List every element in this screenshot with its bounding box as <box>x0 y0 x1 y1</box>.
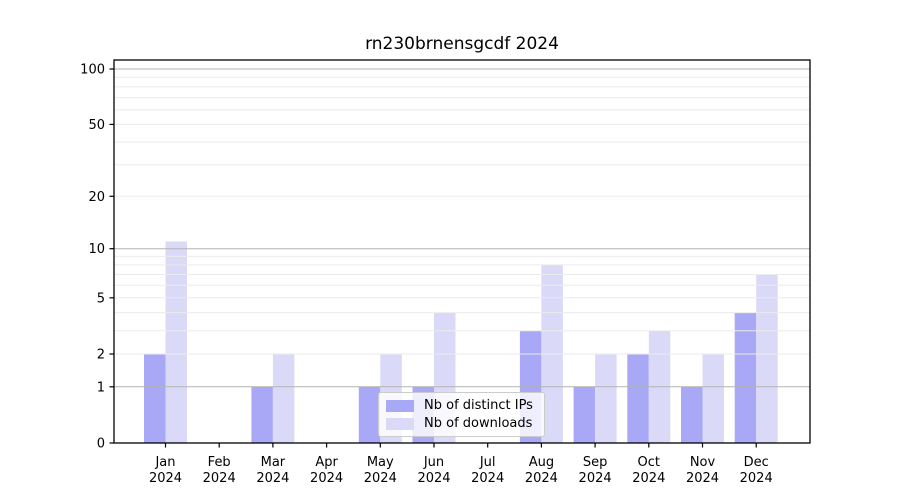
bar-distinct-ips-sep <box>573 386 596 443</box>
bar-distinct-ips-dec <box>734 312 757 443</box>
x-tick-label-month: Oct <box>638 455 660 470</box>
x-tick-label-month: Jul <box>479 455 496 470</box>
bar-downloads-sep <box>595 354 617 443</box>
legend-label-downloads: Nb of downloads <box>424 416 533 431</box>
x-tick-label-year: 2024 <box>579 471 612 486</box>
x-tick-label-month: Apr <box>315 455 338 470</box>
x-tick-label-month: Mar <box>261 455 286 470</box>
legend-item-downloads: Nb of downloads <box>386 416 538 431</box>
y-tick-label: 20 <box>88 190 105 205</box>
bar-distinct-ips-nov <box>681 386 703 443</box>
x-tick-label-month: Sep <box>583 455 608 470</box>
bar-downloads-jan <box>165 241 187 443</box>
bar-downloads-mar <box>272 354 295 443</box>
legend-label-distinct-ips: Nb of distinct IPs <box>424 398 533 413</box>
y-tick-label: 2 <box>97 348 105 363</box>
bar-distinct-ips-may <box>358 386 381 443</box>
bar-distinct-ips-oct <box>627 354 649 443</box>
x-tick-label-month: Feb <box>208 455 231 470</box>
x-tick-label-year: 2024 <box>203 471 236 486</box>
y-tick-label: 100 <box>80 63 105 78</box>
x-tick-label-year: 2024 <box>256 471 289 486</box>
x-tick-label-year: 2024 <box>364 471 397 486</box>
x-tick-label-year: 2024 <box>149 471 182 486</box>
bar-downloads-dec <box>756 274 778 443</box>
x-tick-label-month: Dec <box>744 455 769 470</box>
x-tick-label-year: 2024 <box>471 471 504 486</box>
bar-distinct-ips-mar <box>251 386 273 443</box>
x-tick-label-month: Nov <box>690 455 716 470</box>
y-tick-label: 50 <box>88 118 105 133</box>
x-tick-label-month: Jun <box>423 455 444 470</box>
x-tick-label-month: Jan <box>154 455 175 470</box>
x-tick-label-month: May <box>367 455 394 470</box>
legend-item-distinct-ips: Nb of distinct IPs <box>386 398 538 413</box>
x-tick-label-year: 2024 <box>686 471 719 486</box>
legend-swatch-distinct-ips <box>386 399 414 412</box>
legend-swatch-downloads <box>386 417 414 430</box>
y-tick-label: 10 <box>88 242 105 257</box>
y-tick-label: 1 <box>97 380 105 395</box>
chart-title: rn230brnensgcdf 2024 <box>365 34 559 54</box>
bar-distinct-ips-jan <box>144 354 166 443</box>
x-tick-label-year: 2024 <box>310 471 343 486</box>
x-tick-label-month: Aug <box>529 455 554 470</box>
y-tick-label: 0 <box>97 437 105 452</box>
bar-downloads-nov <box>702 354 724 443</box>
x-tick-label-year: 2024 <box>632 471 665 486</box>
plot-border <box>113 59 811 444</box>
x-tick-label-year: 2024 <box>417 471 450 486</box>
x-tick-label-year: 2024 <box>740 471 773 486</box>
legend: Nb of distinct IPs Nb of downloads <box>378 392 545 437</box>
x-tick-label-year: 2024 <box>525 471 558 486</box>
y-tick-label: 5 <box>97 291 105 306</box>
